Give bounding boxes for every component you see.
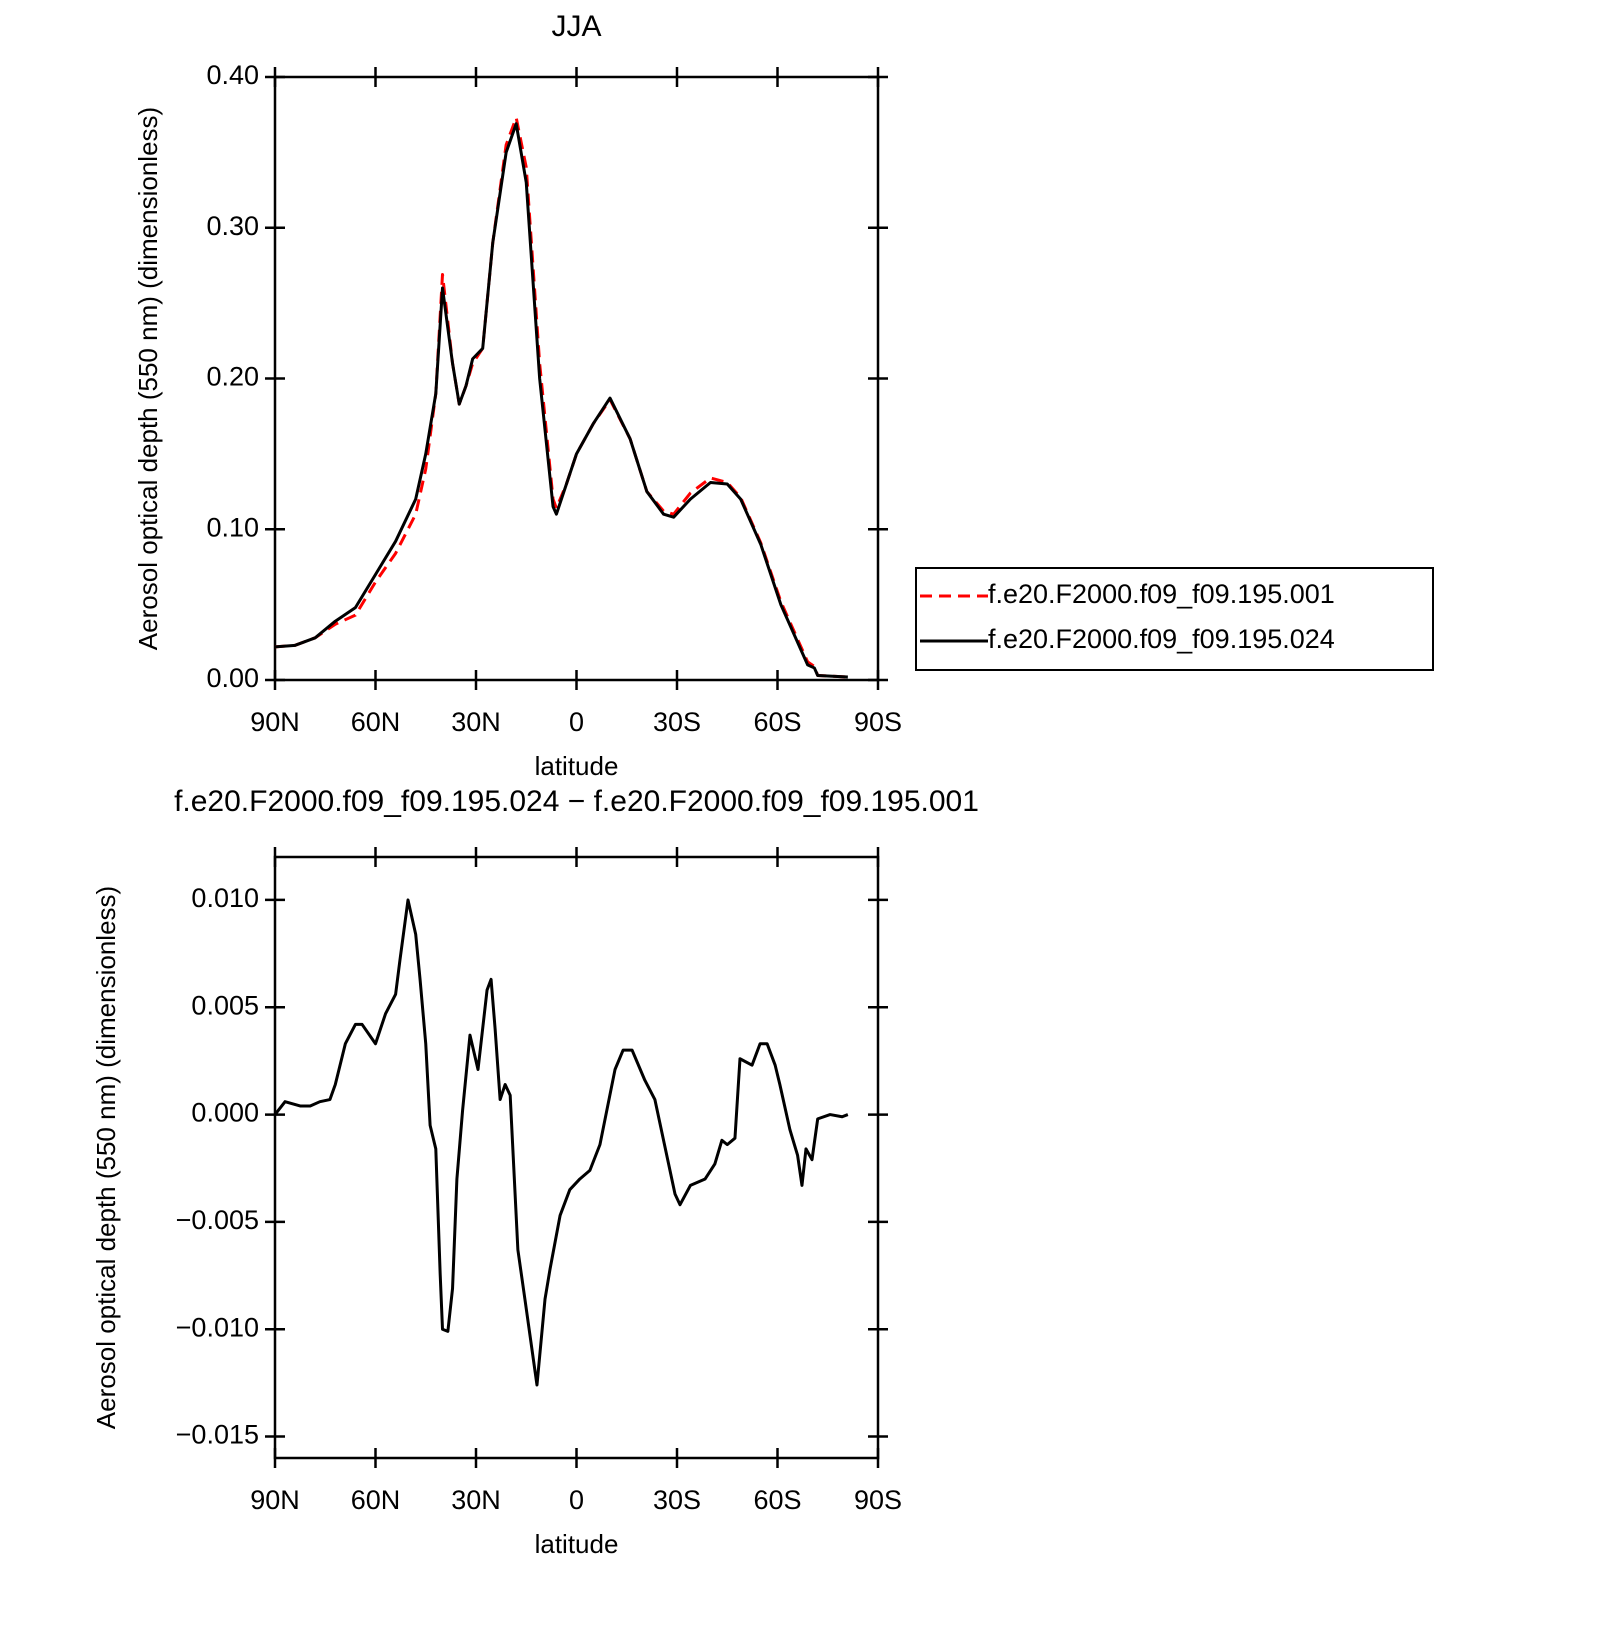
x-tick-label: 0	[569, 1485, 584, 1515]
x-tick-label: 90S	[854, 1485, 902, 1515]
legend-label: f.e20.F2000.f09_f09.195.024	[988, 624, 1335, 654]
y-axis-title: Aerosol optical depth (550 nm) (dimensio…	[133, 107, 163, 650]
legend-box	[915, 567, 1434, 671]
x-tick-label: 30N	[451, 1485, 501, 1515]
x-tick-label: 0	[569, 707, 584, 737]
y-tick-label: 0.40	[206, 60, 259, 90]
x-tick-label: 60N	[351, 707, 401, 737]
chart-title: f.e20.F2000.f09_f09.195.024 − f.e20.F200…	[174, 785, 979, 818]
x-tick-label: 90S	[854, 707, 902, 737]
y-tick-label: 0.010	[191, 883, 259, 913]
data-line	[273, 898, 849, 1387]
legend-label: f.e20.F2000.f09_f09.195.001	[988, 579, 1335, 609]
y-axis-title: Aerosol optical depth (550 nm) (dimensio…	[91, 886, 121, 1429]
x-tick-label: 30N	[451, 707, 501, 737]
x-tick-label: 90N	[250, 1485, 300, 1515]
data-line	[274, 122, 848, 679]
x-tick-label: 60S	[753, 707, 801, 737]
x-axis-title: latitude	[535, 1529, 619, 1559]
plot-frame	[273, 855, 880, 1460]
x-tick-label: 90N	[250, 707, 300, 737]
x-tick-label: 60N	[351, 1485, 401, 1515]
x-axis-title: latitude	[535, 751, 619, 781]
x-tick-label: 30S	[653, 1485, 701, 1515]
y-tick-label: 0.00	[206, 663, 259, 693]
y-tick-label: −0.015	[176, 1420, 259, 1450]
x-tick-label: 30S	[653, 707, 701, 737]
y-tick-label: 0.005	[191, 990, 259, 1020]
x-tick-label: 60S	[753, 1485, 801, 1515]
y-tick-label: 0.30	[206, 211, 259, 241]
y-tick-label: 0.000	[191, 1098, 259, 1128]
y-tick-label: 0.10	[206, 512, 259, 542]
chart-title: JJA	[551, 10, 601, 43]
y-tick-label: −0.010	[176, 1312, 259, 1342]
y-tick-label: −0.005	[176, 1205, 259, 1235]
y-tick-label: 0.20	[206, 362, 259, 392]
data-line	[274, 116, 848, 679]
